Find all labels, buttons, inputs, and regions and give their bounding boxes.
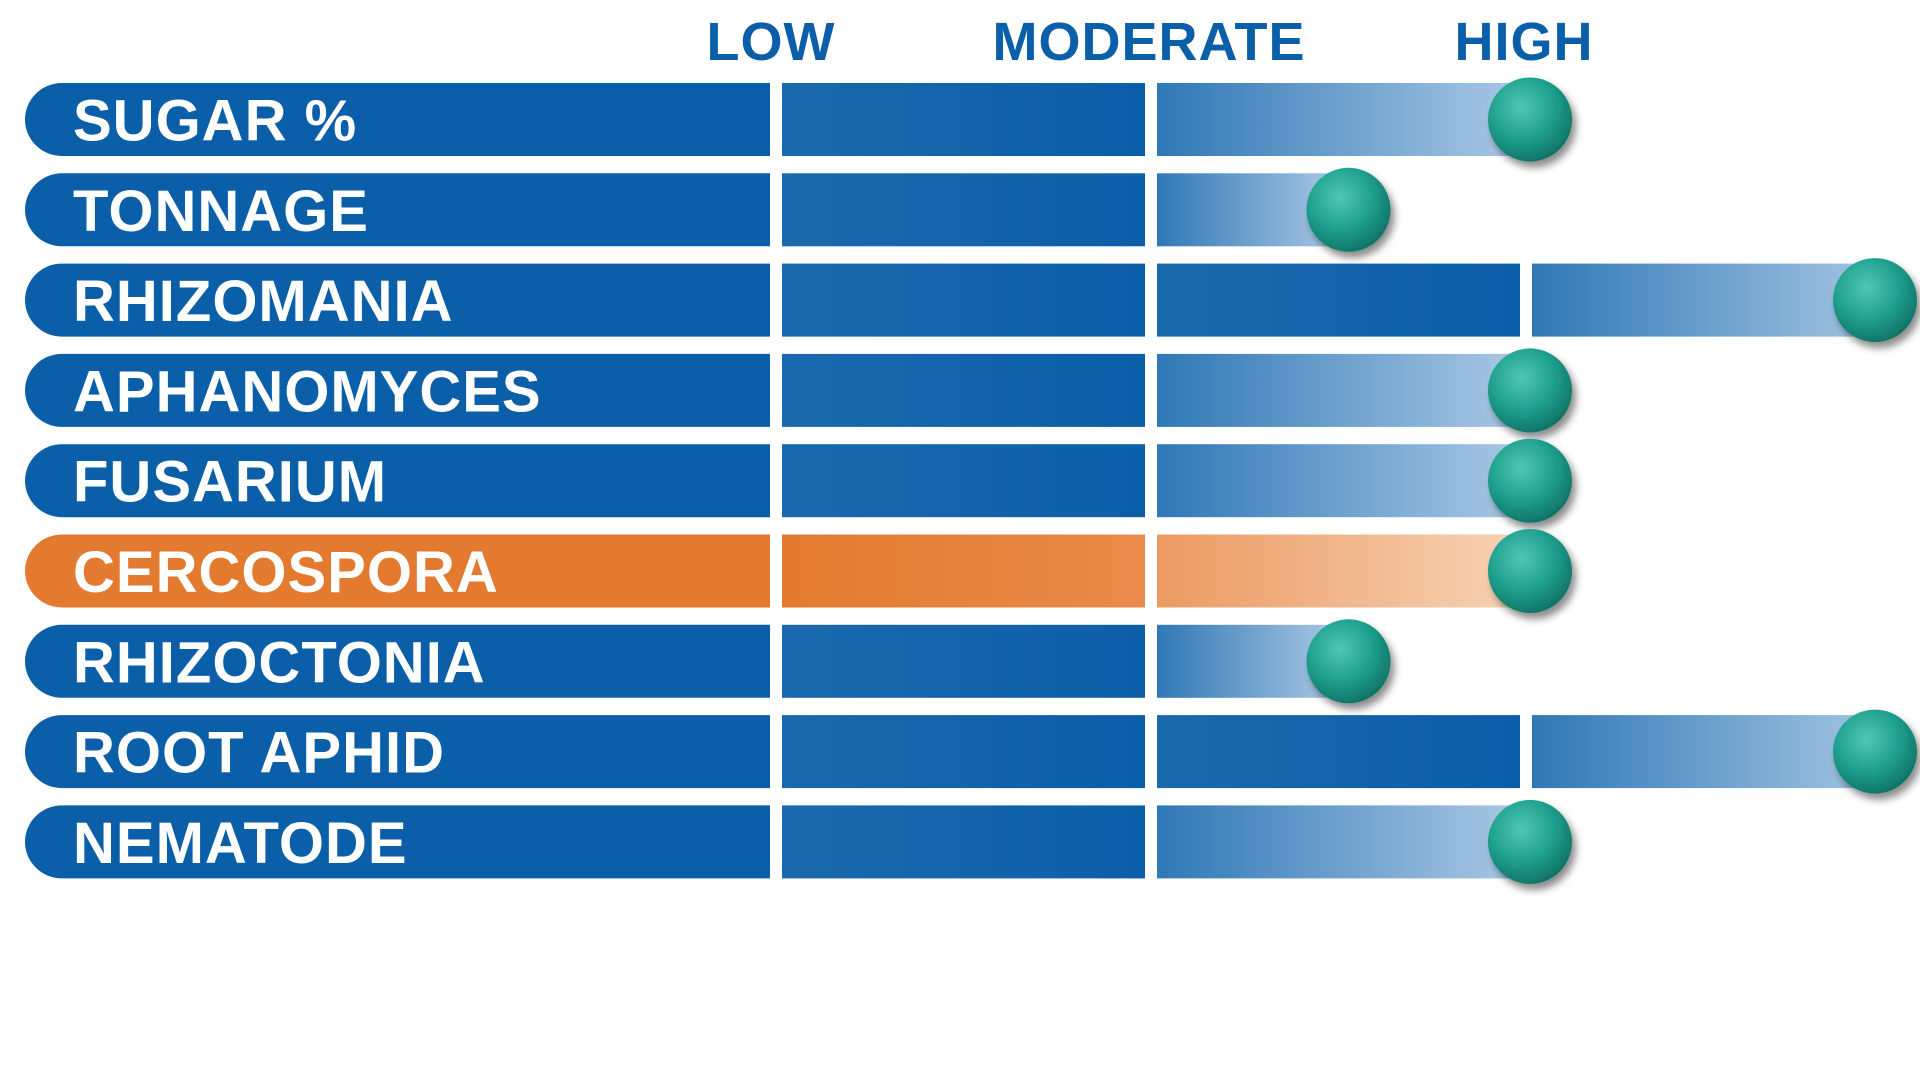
category-label: CERCOSPORA (73, 540, 499, 605)
rating-segment (1157, 805, 1520, 879)
teal-ball-icon (1833, 258, 1917, 343)
teal-ball-icon (1488, 348, 1572, 433)
category-label: ROOT APHID (73, 721, 445, 786)
rating-segment (1157, 444, 1520, 518)
rating-segment (782, 83, 1145, 156)
row-rhizoctonia: RHIZOCTONIA (25, 619, 1391, 704)
row-label-bar (25, 173, 771, 247)
row-sugar: SUGAR % (25, 77, 1572, 162)
category-label: RHIZOCTONIA (73, 630, 486, 695)
teal-ball-icon (1833, 709, 1917, 794)
scale-header: LOW MODERATE HIGH (707, 12, 1594, 72)
rating-segment (782, 444, 1145, 518)
teal-ball-icon (1488, 438, 1572, 523)
rating-segment (782, 624, 1145, 698)
scale-label-high: HIGH (1455, 12, 1594, 72)
teal-ball-icon (1306, 167, 1391, 252)
row-label-bar (25, 83, 771, 156)
rating-segment (782, 534, 1145, 608)
rating-segment (782, 805, 1145, 879)
teal-ball-icon (1488, 77, 1572, 162)
row-tonnage: TONNAGE (25, 167, 1391, 252)
row-root-aphid: ROOT APHID (25, 709, 1917, 794)
category-label: APHANOMYCES (73, 359, 542, 424)
rating-segment (1157, 83, 1520, 156)
row-cercospora: CERCOSPORA (25, 529, 1572, 613)
row-nematode: NEMATODE (25, 799, 1572, 884)
row-label-bar (25, 353, 771, 427)
row-label-bar (25, 715, 771, 789)
rating-segment (782, 353, 1145, 427)
row-fusarium: FUSARIUM (25, 438, 1572, 523)
rating-segment (782, 173, 1145, 247)
rating-rows: SUGAR % TONNAGE RHIZOMANIA APHANOMYCES FUSAR… (25, 77, 1917, 884)
teal-ball-icon (1306, 619, 1391, 704)
row-label-bar (25, 444, 771, 518)
rating-segment (1157, 715, 1520, 789)
row-aphanomyces: APHANOMYCES (25, 348, 1572, 433)
category-label: TONNAGE (73, 179, 369, 244)
category-label: SUGAR % (73, 89, 357, 154)
category-label: NEMATODE (73, 811, 408, 876)
teal-ball-icon (1488, 799, 1572, 884)
rating-segment (1157, 534, 1520, 608)
category-label: FUSARIUM (73, 450, 387, 515)
scale-label-moderate: MODERATE (993, 12, 1306, 72)
row-label-bar (25, 624, 771, 698)
teal-ball-icon (1488, 529, 1572, 613)
row-label-bar (25, 263, 771, 337)
rating-segment (1157, 353, 1520, 427)
row-label-bar (25, 805, 771, 879)
scale-label-low: LOW (707, 12, 836, 72)
category-label: RHIZOMANIA (73, 269, 454, 334)
rating-segment (782, 263, 1145, 337)
row-label-bar (25, 534, 771, 608)
rating-segment (782, 715, 1145, 789)
row-rhizomania: RHIZOMANIA (25, 258, 1917, 343)
rating-segment (1157, 263, 1520, 337)
